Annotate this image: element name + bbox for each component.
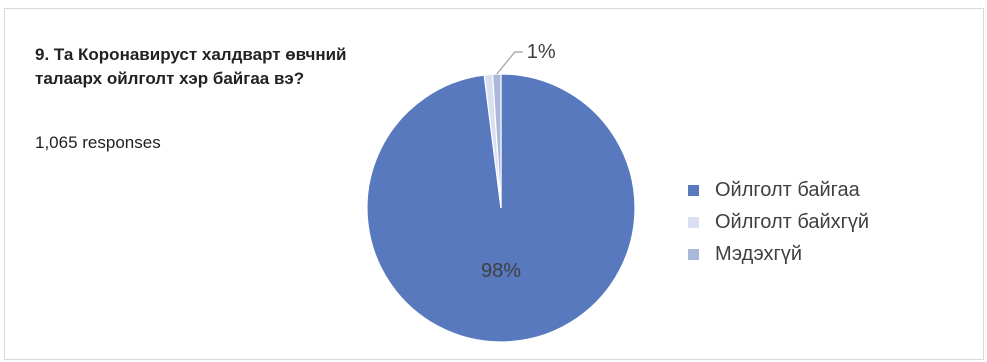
legend-swatch — [688, 216, 699, 228]
legend-item: Мэдэхгүй — [688, 238, 869, 270]
legend-label: Ойлголт байхгүй — [715, 210, 870, 233]
legend-swatch — [688, 248, 699, 260]
response-count: 1,065 responses — [35, 133, 161, 152]
legend-item: Ойлголт байхгүй — [688, 206, 869, 238]
data-label-slice-0: 98% — [481, 260, 521, 282]
legend-label: Ойлголт байгаа — [715, 178, 860, 201]
pie-slice-2 — [491, 73, 502, 209]
data-label-leader-line — [496, 51, 523, 75]
legend-item: Ойлголт байгаа — [688, 174, 869, 206]
chart-legend: Ойлголт байгаа Ойлголт байхгүй Мэдэхгүй — [688, 174, 869, 270]
legend-swatch — [688, 184, 699, 196]
legend-label: Мэдэхгүй — [715, 242, 802, 265]
question-title: 9. Та Коронавируст халдварт өвчний талаа… — [35, 45, 347, 88]
data-label-slice-2: 1% — [527, 41, 556, 63]
